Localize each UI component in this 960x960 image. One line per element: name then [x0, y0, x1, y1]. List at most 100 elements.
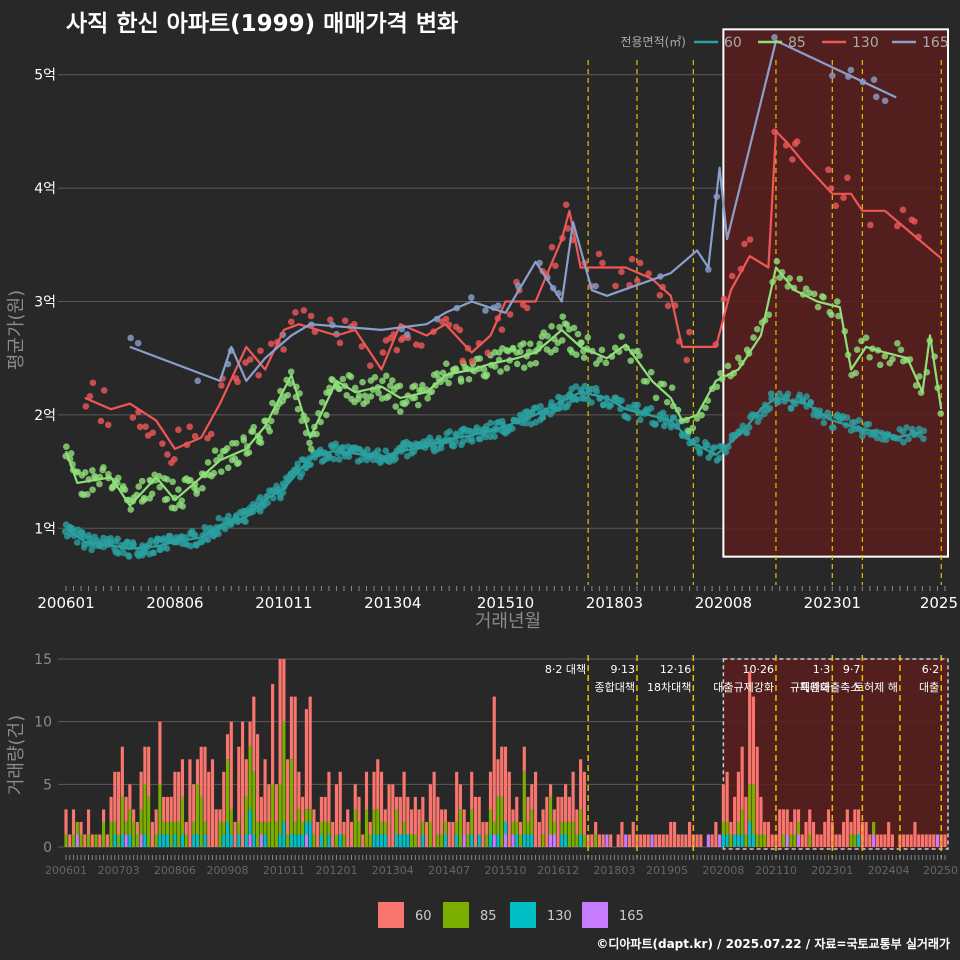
price-point-60 — [369, 456, 377, 464]
price-point-60 — [830, 424, 837, 431]
volume-bar-85 — [455, 821, 459, 835]
legend-label-85: 85 — [788, 35, 806, 51]
volume-bar-165 — [511, 834, 515, 847]
volume-bar-130 — [560, 834, 564, 847]
price-point-85 — [367, 393, 375, 400]
price-point-85 — [937, 410, 945, 417]
policy-date-label: 1·3 — [813, 663, 831, 676]
policy-name-label: 대출 — [919, 681, 939, 694]
price-point-85 — [328, 376, 335, 383]
price-point-60 — [703, 441, 711, 449]
price-point-85 — [313, 430, 320, 438]
volume-bar-85 — [147, 796, 151, 847]
price-point-60 — [446, 428, 453, 435]
price-point-130 — [634, 277, 641, 285]
price-point-85 — [135, 483, 143, 490]
price-point-130 — [136, 423, 144, 431]
series-line-85 — [64, 266, 943, 507]
price-point-60 — [716, 454, 723, 462]
volume-bar-85 — [575, 834, 579, 847]
volume-bar-130 — [158, 834, 162, 847]
volume-bar-60 — [282, 659, 286, 722]
price-point-85 — [127, 506, 135, 513]
price-point-60 — [637, 416, 644, 424]
price-point-85 — [375, 389, 382, 397]
top-policy-lines — [587, 60, 942, 585]
volume-bar-60 — [751, 696, 756, 785]
price-point-60 — [711, 444, 718, 451]
volume-bar-60 — [609, 834, 613, 847]
volume-bar-60 — [462, 809, 466, 835]
x-tick-label: 201803 — [593, 864, 635, 877]
price-point-165 — [403, 331, 411, 338]
volume-bar-60 — [841, 821, 846, 847]
price-point-130 — [287, 318, 295, 326]
volume-bar-60 — [853, 809, 857, 835]
volume-bar-60 — [147, 746, 151, 797]
price-point-85 — [866, 354, 873, 361]
volume-bar-130 — [503, 821, 508, 835]
volume-bar-60 — [271, 684, 275, 785]
price-point-60 — [335, 456, 343, 463]
series-line-165 — [129, 39, 897, 382]
price-point-60 — [787, 404, 795, 412]
volume-bar-60 — [304, 709, 308, 810]
volume-bar-85 — [109, 821, 113, 847]
volume-bar-85 — [721, 821, 725, 835]
price-point-130 — [97, 417, 105, 425]
price-point-85 — [323, 411, 330, 419]
price-point-60 — [843, 414, 851, 421]
price-point-60 — [437, 444, 445, 452]
volume-bar-60 — [642, 834, 647, 847]
policy-name-label: 종합대책 — [594, 681, 634, 694]
bottom-axes: 0 5 10 15 200601 200703 200806 200908 201011 2012… — [6, 652, 958, 877]
price-point-60 — [330, 455, 338, 463]
price-point-85 — [156, 483, 164, 491]
price-point-85 — [750, 334, 757, 341]
volume-bar-130 — [526, 834, 530, 847]
volume-bar-60 — [248, 721, 252, 747]
price-point-85 — [105, 470, 112, 478]
volume-bar-60 — [594, 821, 598, 835]
x-tick-label: 201510 — [477, 594, 534, 612]
price-point-85 — [63, 443, 70, 451]
price-point-60 — [509, 425, 516, 432]
price-point-165 — [881, 97, 889, 105]
volume-bar-60 — [240, 721, 245, 847]
volume-bar-130 — [402, 834, 406, 847]
volume-bar-60 — [507, 771, 511, 847]
volume-bar-85 — [849, 834, 853, 847]
price-point-85 — [148, 490, 156, 498]
volume-bar-60 — [515, 796, 519, 822]
volume-bar-85 — [808, 834, 812, 847]
volume-bar-130 — [297, 834, 301, 847]
price-point-85 — [217, 468, 225, 475]
volume-bar-130 — [293, 834, 297, 847]
price-point-60 — [332, 440, 339, 448]
volume-bar-85 — [751, 784, 756, 835]
price-point-165 — [847, 66, 855, 74]
price-point-85 — [141, 496, 148, 503]
volume-bar-130 — [530, 834, 534, 847]
volume-bar-60 — [665, 834, 669, 847]
price-point-130 — [656, 291, 664, 299]
volume-bar-60 — [259, 796, 263, 822]
volume-bar-85 — [755, 834, 759, 847]
price-point-85 — [89, 486, 96, 494]
bottom-policy-lines: 8·2 대책 9·13 종합대책 12·16 18차대책 10·26 대출규제강화 1·3 규제… — [545, 655, 942, 858]
volume-bar-60 — [417, 809, 421, 847]
volume-bar-165 — [304, 834, 308, 847]
price-point-130 — [793, 138, 801, 145]
y-tick-label: 3억 — [34, 295, 56, 311]
price-point-165 — [705, 266, 712, 273]
volume-bar-60 — [376, 759, 380, 810]
volume-bar-60 — [725, 771, 729, 822]
price-point-130 — [350, 320, 358, 328]
price-point-85 — [889, 355, 896, 363]
legend-swatch-60 — [378, 902, 404, 928]
volume-bar-60 — [639, 834, 643, 847]
price-point-85 — [169, 478, 176, 486]
volume-bar-165 — [718, 834, 722, 847]
volume-bar-60 — [342, 821, 346, 835]
